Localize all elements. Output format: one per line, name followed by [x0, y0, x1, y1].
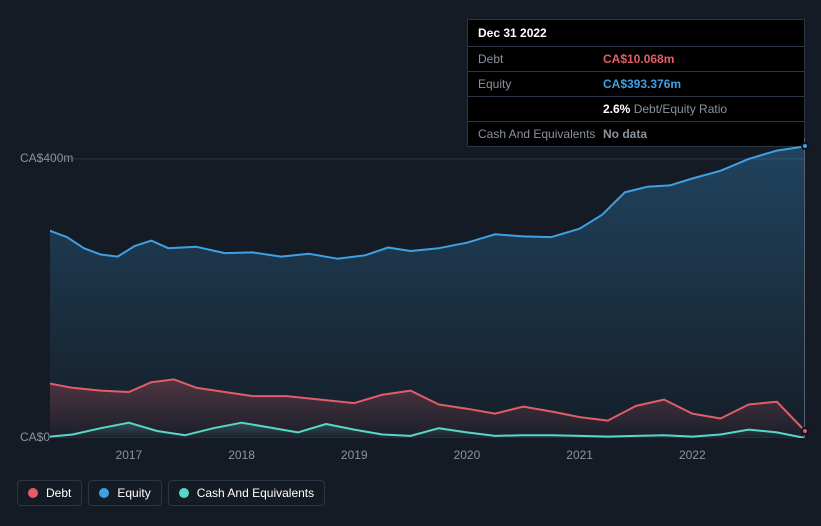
debt-equity-chart: CA$400m CA$0 2017 2018 2019 2020 2021 2022 Deb…: [17, 120, 805, 510]
tooltip-row-label: [478, 102, 603, 116]
legend-label: Cash And Equivalents: [197, 486, 314, 500]
x-axis-label: 2022: [679, 448, 706, 462]
x-axis-label: 2020: [454, 448, 481, 462]
tooltip-row-label: Equity: [478, 77, 603, 91]
legend-swatch: [179, 488, 189, 498]
tooltip-date: Dec 31 2022: [468, 20, 804, 47]
series-end-marker: [801, 427, 809, 435]
x-axis-label: 2021: [566, 448, 593, 462]
tooltip-row-label: Debt: [478, 52, 603, 66]
series-end-marker: [801, 142, 809, 150]
legend-label: Debt: [46, 486, 71, 500]
chart-plot-area[interactable]: [50, 138, 805, 438]
chart-cursor-line: [804, 138, 805, 438]
y-axis-label: CA$0: [20, 430, 50, 444]
tooltip-row: DebtCA$10.068m: [468, 47, 804, 72]
chart-legend: Debt Equity Cash And Equivalents: [17, 480, 325, 506]
tooltip-row: 2.6% Debt/Equity Ratio: [468, 97, 804, 122]
legend-swatch: [28, 488, 38, 498]
y-axis-label: CA$400m: [20, 151, 73, 165]
tooltip-row-value: 2.6% Debt/Equity Ratio: [603, 102, 727, 116]
legend-item[interactable]: Cash And Equivalents: [168, 480, 325, 506]
x-axis-label: 2019: [341, 448, 368, 462]
legend-swatch: [99, 488, 109, 498]
tooltip-row-value: CA$393.376m: [603, 77, 681, 91]
x-axis-label: 2017: [116, 448, 143, 462]
x-axis-label: 2018: [228, 448, 255, 462]
legend-item[interactable]: Debt: [17, 480, 82, 506]
legend-item[interactable]: Equity: [88, 480, 161, 506]
legend-label: Equity: [117, 486, 150, 500]
tooltip-row-value: CA$10.068m: [603, 52, 674, 66]
tooltip-row: EquityCA$393.376m: [468, 72, 804, 97]
